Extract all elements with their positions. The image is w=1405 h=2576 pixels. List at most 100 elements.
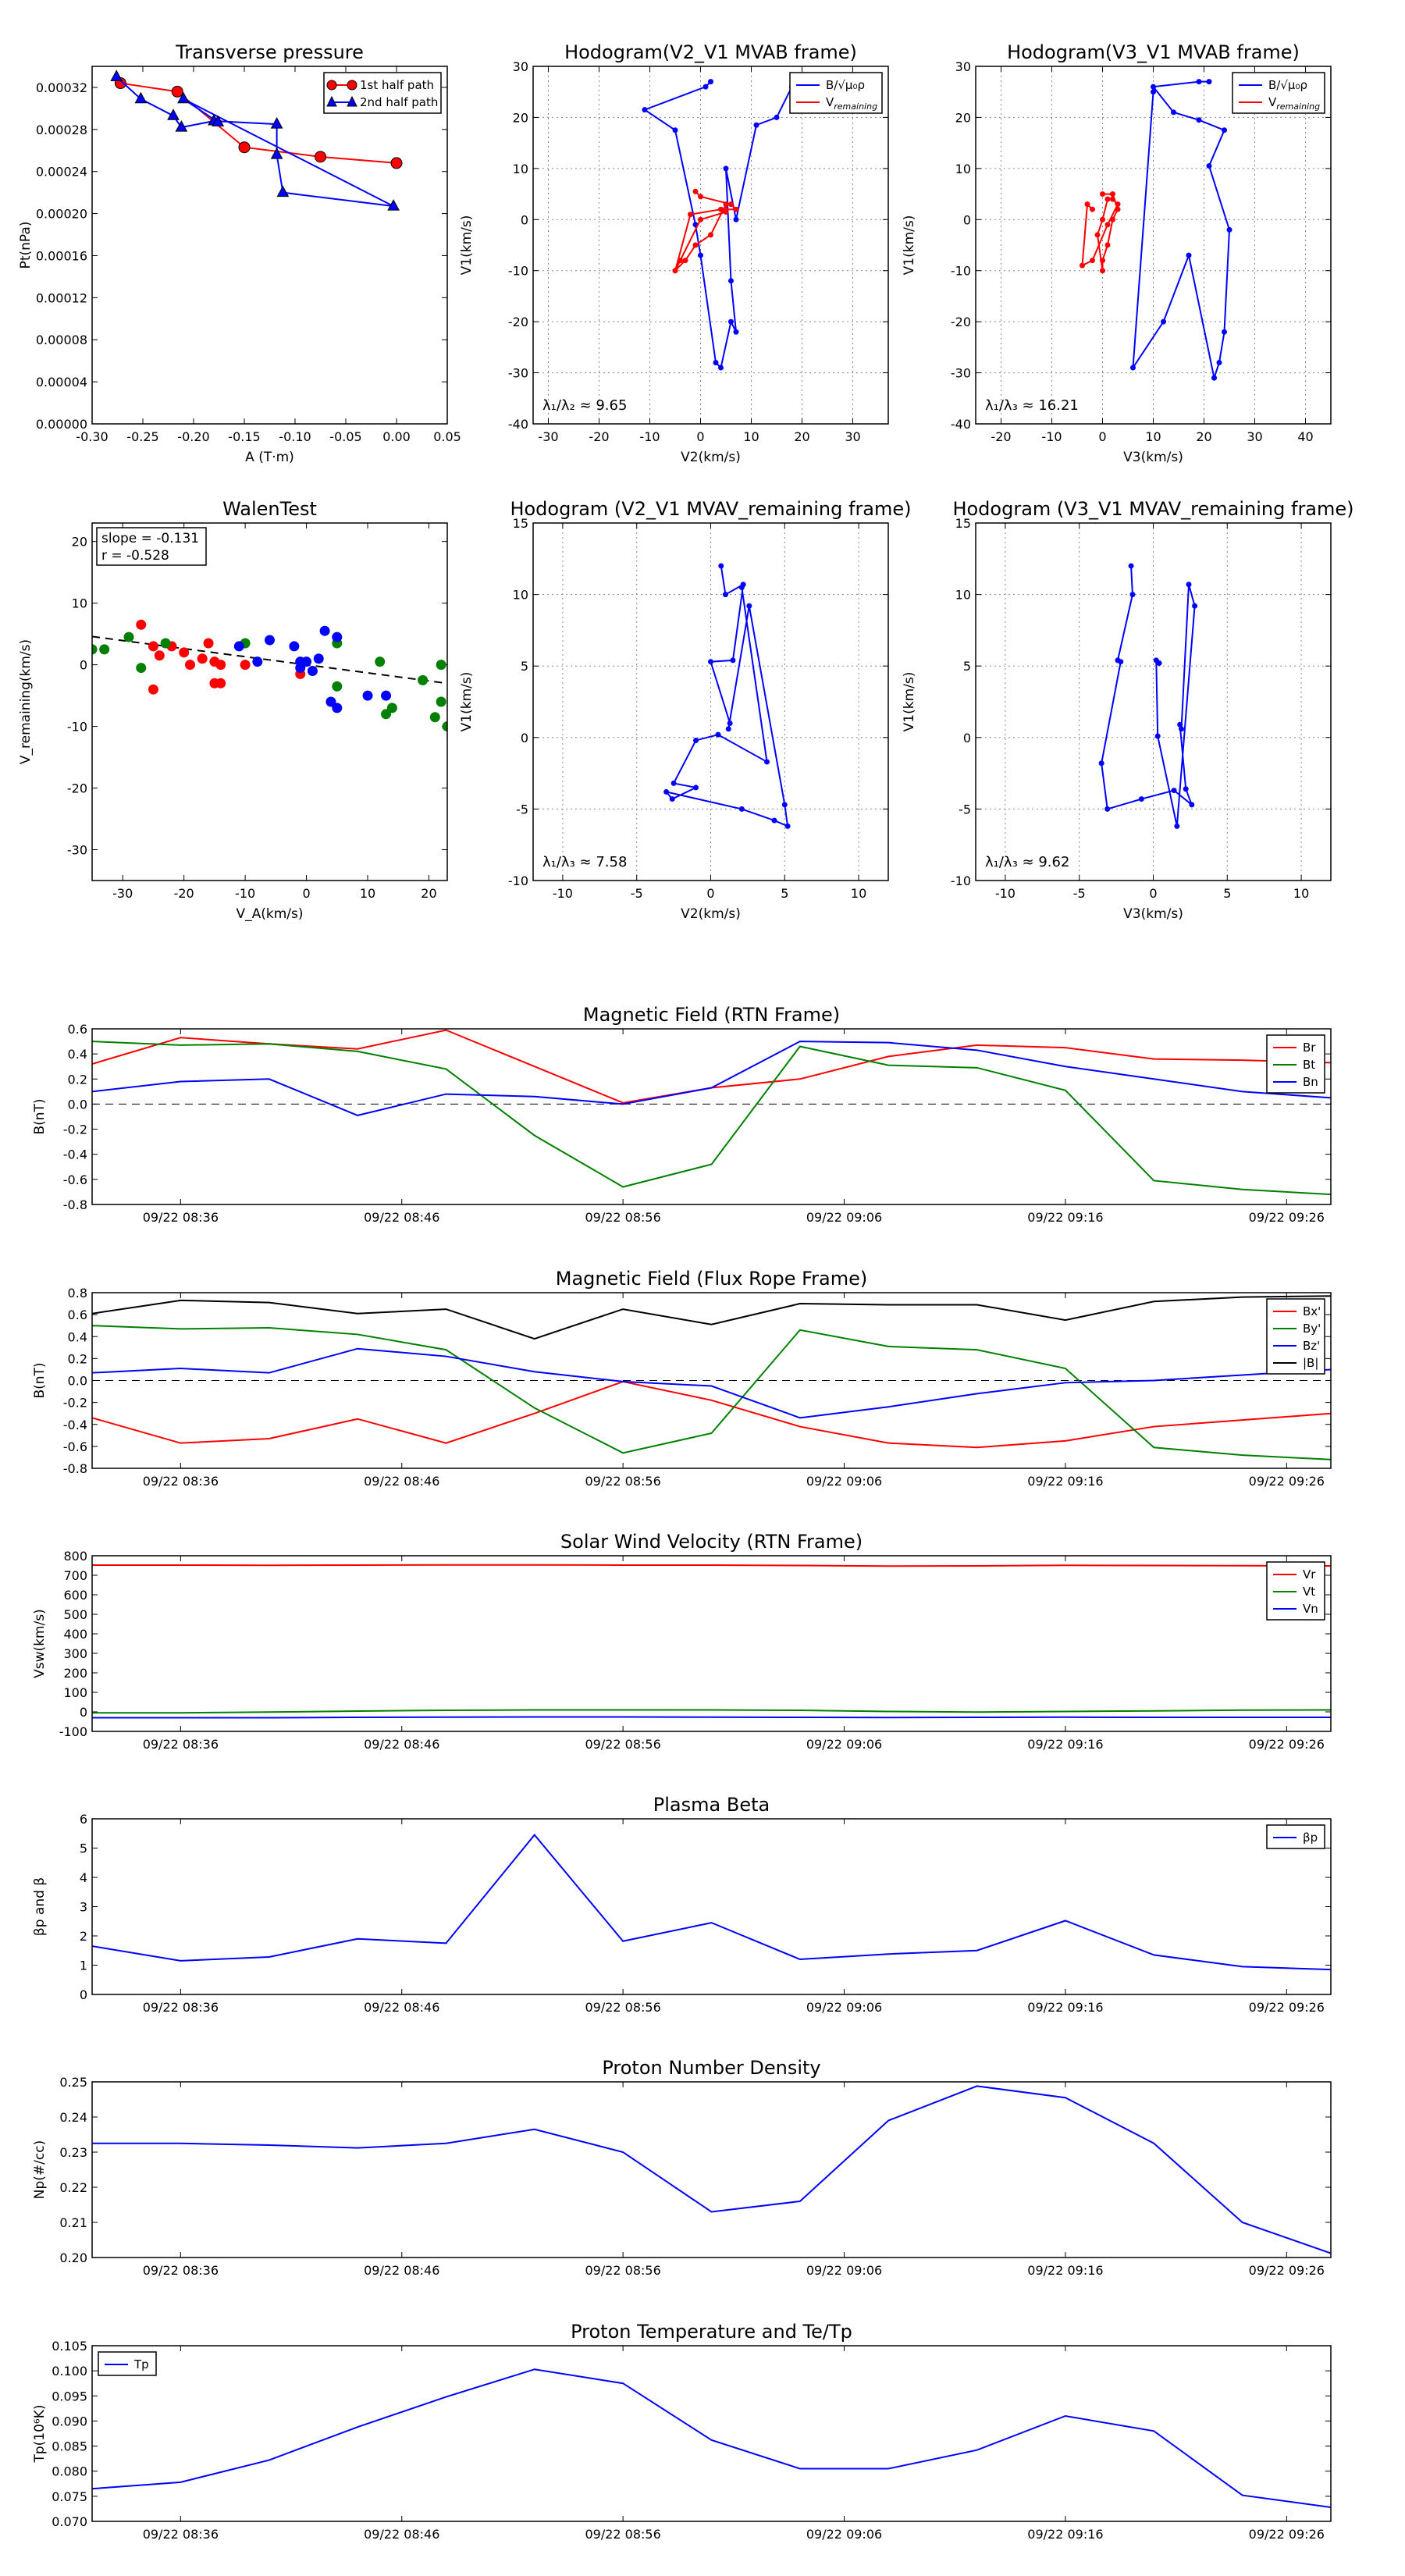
x-tick-label: 09/22 09:06	[806, 1737, 882, 1752]
series-s0-point	[725, 726, 731, 732]
y-tick-label: 0.4	[68, 1329, 87, 1344]
x-tick-label: 0.05	[433, 429, 461, 444]
plot-area	[92, 1029, 1331, 1196]
series-1sthalfpath-point	[390, 157, 403, 169]
y-tick-label: 0.00000	[36, 417, 87, 432]
y-tick-label: -0.4	[63, 1147, 87, 1162]
x-tick-label: 30	[845, 429, 860, 444]
series-b-point	[1206, 163, 1212, 169]
series-s0-point	[781, 802, 788, 808]
x-tick-label: -0.05	[329, 429, 361, 444]
y-tick-label: 30	[513, 59, 528, 74]
y-tick-label: 400	[63, 1627, 87, 1642]
series-s0-point	[1138, 796, 1144, 802]
legend: Br Bt Bn	[1266, 1034, 1325, 1094]
chart-mag_fr: Magnetic Field (Flux Rope Frame) -0.8 -0.6…	[32, 1268, 1332, 1489]
x-axis-label: V2(km/s)	[681, 906, 741, 922]
series-s0-point	[185, 660, 196, 671]
series-v-point	[733, 206, 739, 212]
legend: Vr Vt Vn	[1266, 1561, 1325, 1621]
y-tick-label: -10	[951, 264, 971, 279]
y-tick-label: 0.2	[68, 1351, 87, 1366]
series-s0-point	[215, 678, 226, 688]
y-tick-label: 10	[513, 588, 528, 603]
series-v-point	[1115, 206, 1121, 212]
y-tick-label: -0.6	[63, 1172, 87, 1187]
y-tick-label: -20	[508, 315, 528, 329]
x-tick-label: 09/22 08:46	[364, 2527, 439, 2542]
y-tick-label: -0.2	[63, 1396, 87, 1411]
y-tick-label: 0.22	[59, 2180, 87, 2195]
series-b-point	[1171, 109, 1176, 116]
plot-frame	[975, 66, 1332, 425]
series-v-point	[1104, 242, 1111, 248]
series-2ndhalfpath-point	[270, 117, 283, 129]
x-tick-label: 20	[794, 429, 809, 444]
y-axis-label: V1(km/s)	[902, 215, 917, 276]
y-tick-label: 10	[955, 162, 971, 176]
x-tick-label: -5	[1073, 886, 1086, 901]
x-tick-label: 10	[1293, 886, 1309, 901]
x-tick-label: 0	[696, 429, 704, 444]
series-s0-point	[1156, 660, 1162, 667]
y-tick-label: 0.00020	[36, 207, 87, 222]
y-tick-label: 10	[955, 588, 971, 603]
x-tick-label: -10	[235, 886, 255, 901]
chart-title: Proton Number Density	[602, 2057, 820, 2079]
series-v-point	[698, 216, 703, 222]
series-vt-line	[92, 1709, 1331, 1714]
x-tick-label: 09/22 09:16	[1027, 2000, 1103, 2015]
y-tick-label: 0.23	[59, 2145, 87, 2160]
series-s1-point	[436, 660, 446, 671]
x-tick-label: 5	[1223, 886, 1231, 901]
legend: Bx' By' Bz' |B|	[1266, 1298, 1325, 1375]
series-b-point	[698, 252, 703, 258]
series-s0-point	[764, 759, 770, 765]
series-s1-point	[92, 644, 98, 655]
y-tick-label: 0.4	[68, 1047, 87, 1062]
series-s0-point	[1154, 733, 1161, 739]
y-tick-label: 500	[63, 1607, 87, 1622]
chart-beta: Plasma Beta 0 1 2 3 4 5 6 09/22 08:36 09/22 08:46…	[32, 1794, 1332, 2015]
x-tick-label: 09/22 08:56	[585, 2527, 660, 2542]
x-tick-label: -10	[639, 429, 660, 444]
chart-h3: Hodogram (V2_V1 MVAV_remaining frame) -10…	[459, 498, 912, 922]
series-v-point	[672, 268, 678, 274]
legend-label: Br	[1303, 1041, 1316, 1055]
series-v-point	[1110, 196, 1115, 202]
series-s0-point	[693, 785, 699, 791]
y-axis-label: βp and β	[32, 1877, 48, 1936]
x-tick-label: 0	[1149, 886, 1157, 901]
annotation: λ₁/λ₃ ≈ 9.62	[985, 854, 1069, 870]
series-s0-point	[1186, 582, 1192, 588]
series-by-line	[92, 1325, 1331, 1461]
x-tick-label: 09/22 08:36	[143, 2527, 219, 2542]
series-s0-point	[738, 806, 745, 812]
series-b-point	[1186, 252, 1192, 258]
y-tick-label: 0.00024	[36, 165, 87, 180]
series-bn-line	[92, 1041, 1331, 1116]
x-tick-label: -10	[553, 886, 573, 901]
x-tick-label: -30	[538, 429, 558, 444]
series-v-point	[1110, 191, 1115, 197]
series-s0-point	[727, 720, 733, 726]
x-tick-label: 09/22 08:56	[585, 1210, 660, 1225]
y-tick-label: -0.8	[63, 1197, 87, 1212]
x-tick-label: -20	[174, 886, 194, 901]
y-tick-label: 20	[72, 535, 87, 550]
legend-label: Bx'	[1303, 1304, 1321, 1318]
x-tick-label: 09/22 09:26	[1249, 2263, 1325, 2278]
chart-mag_rtn: Magnetic Field (RTN Frame) -0.8 -0.6 -0.4 -0…	[32, 1004, 1332, 1225]
series-v-point	[708, 232, 713, 238]
y-tick-label: 0.085	[52, 2439, 87, 2454]
y-tick-label: 0.070	[52, 2514, 87, 2529]
y-tick-label: 0.20	[59, 2250, 87, 2265]
series-b-point	[642, 107, 648, 113]
series-1sthalfpath-point	[171, 85, 183, 98]
y-tick-label: 10	[513, 162, 528, 176]
x-tick-label: -0.15	[228, 429, 260, 444]
plot-frame	[91, 2081, 1332, 2258]
y-tick-label: -10	[951, 873, 971, 888]
series-s2-point	[332, 632, 343, 642]
legend-label: B/√μ₀ρ	[826, 78, 865, 92]
